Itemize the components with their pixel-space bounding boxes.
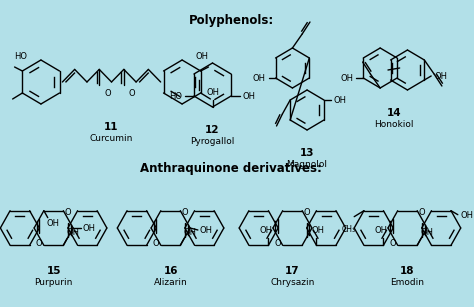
Text: O: O <box>390 239 396 248</box>
Text: OH: OH <box>253 73 266 83</box>
Text: 16: 16 <box>164 266 178 276</box>
Text: O: O <box>104 89 111 99</box>
Text: Magnolol: Magnolol <box>287 160 328 169</box>
Text: OH: OH <box>420 228 433 237</box>
Text: CH₃: CH₃ <box>342 225 356 234</box>
Text: Polyphenols:: Polyphenols: <box>188 14 273 27</box>
Text: OH: OH <box>243 91 256 100</box>
Text: 14: 14 <box>386 108 401 118</box>
Text: OH: OH <box>47 219 60 228</box>
Text: O: O <box>153 239 159 248</box>
Text: 18: 18 <box>400 266 415 276</box>
Text: OH: OH <box>312 226 325 235</box>
Text: 15: 15 <box>46 266 61 276</box>
Text: Alizarin: Alizarin <box>154 278 187 287</box>
Text: OH: OH <box>196 52 209 60</box>
Text: Honokiol: Honokiol <box>374 120 414 129</box>
Text: HO: HO <box>169 91 182 100</box>
Text: OH: OH <box>334 95 346 104</box>
Text: O: O <box>182 208 189 217</box>
Text: OH: OH <box>340 73 354 83</box>
Text: OH: OH <box>375 226 388 235</box>
Text: 17: 17 <box>285 266 300 276</box>
Text: O: O <box>36 239 42 248</box>
Text: Purpurin: Purpurin <box>35 278 73 287</box>
Text: Emodin: Emodin <box>391 278 424 287</box>
Text: O: O <box>419 208 425 217</box>
Text: Chrysazin: Chrysazin <box>270 278 315 287</box>
Text: HO: HO <box>14 52 27 60</box>
Text: 12: 12 <box>205 125 220 135</box>
Text: O: O <box>65 208 72 217</box>
Text: 13: 13 <box>300 148 314 158</box>
Text: OH: OH <box>183 228 196 237</box>
Text: OH: OH <box>434 72 447 80</box>
Text: O: O <box>128 89 135 99</box>
Text: Curcumin: Curcumin <box>90 134 133 143</box>
Text: OH: OH <box>200 226 213 235</box>
Text: O: O <box>274 239 281 248</box>
Text: OH: OH <box>83 223 96 232</box>
Text: OH: OH <box>260 226 273 235</box>
Text: O: O <box>304 208 310 217</box>
Text: OH: OH <box>461 211 474 220</box>
Text: Pyrogallol: Pyrogallol <box>191 137 235 146</box>
Text: OH: OH <box>206 88 219 97</box>
Text: Anthraquinone derivatives:: Anthraquinone derivatives: <box>140 162 322 175</box>
Text: 11: 11 <box>104 122 119 132</box>
Text: OH: OH <box>66 228 79 237</box>
